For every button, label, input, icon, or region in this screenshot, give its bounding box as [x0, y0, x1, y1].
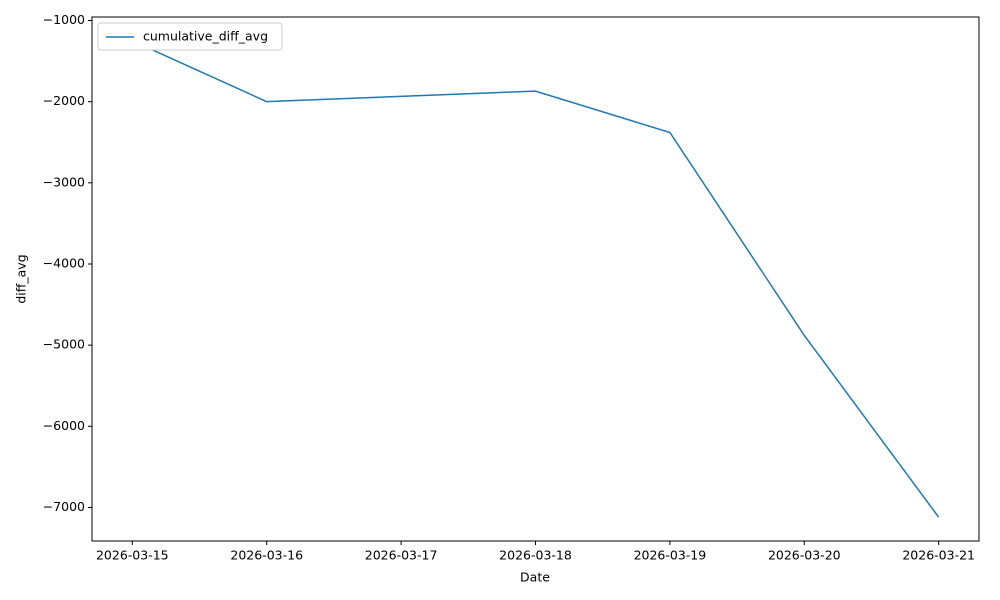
x-axis-label: Date — [520, 570, 550, 585]
x-tick-label: 2026-03-21 — [902, 548, 975, 563]
y-tick-label: −2000 — [43, 93, 85, 108]
data-line — [132, 40, 940, 518]
y-tick-label: −4000 — [43, 255, 85, 270]
legend: cumulative_diff_avg — [97, 22, 283, 51]
x-tick-label: 2026-03-18 — [499, 548, 572, 563]
x-tick-label: 2026-03-17 — [365, 548, 438, 563]
plot-frame — [91, 16, 980, 542]
y-axis-label: diff_avg — [14, 254, 29, 303]
legend-box — [97, 22, 283, 51]
y-tick-label: −1000 — [43, 12, 85, 27]
y-tick-label: −3000 — [43, 174, 85, 189]
y-tick-label: −6000 — [43, 418, 85, 433]
x-tick-label: 2026-03-20 — [768, 548, 841, 563]
x-tick-label: 2026-03-16 — [230, 548, 303, 563]
y-tick-label: −5000 — [43, 337, 85, 352]
x-tick-label: 2026-03-15 — [96, 548, 169, 563]
x-tick-label: 2026-03-19 — [634, 548, 707, 563]
y-tick-label: −7000 — [43, 499, 85, 514]
legend-label: cumulative_diff_avg — [143, 29, 268, 44]
